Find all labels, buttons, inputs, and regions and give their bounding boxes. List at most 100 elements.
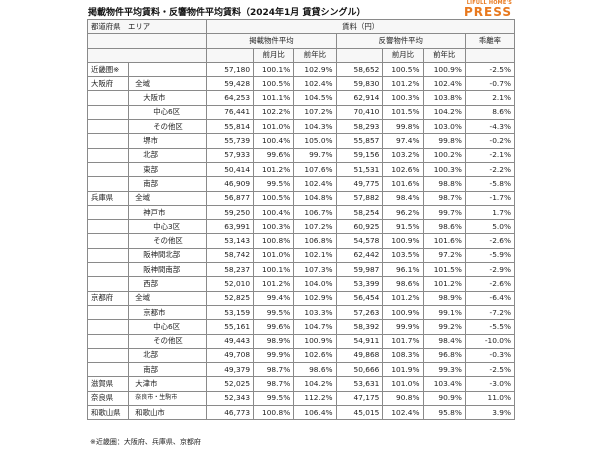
- cell-prefecture: [86, 90, 130, 106]
- header-inquiry-avg: 反響物件平均: [335, 33, 466, 49]
- cell-prefecture: [86, 319, 130, 335]
- cell-listed-rent: 55,814: [206, 119, 255, 135]
- cell-inquiry-mom: 100.3%: [382, 90, 424, 106]
- cell-listed-mom: 101.0%: [253, 247, 295, 264]
- cell-deviation: -2.2%: [464, 161, 516, 178]
- table-row: その他区 53,143 100.8% 106.8% 54,578 100.9% 101.6%…: [86, 233, 516, 249]
- cell-prefecture: [86, 219, 130, 235]
- cell-listed-rent: 52,010: [206, 276, 255, 292]
- cell-inquiry-yoy: 99.2%: [422, 319, 466, 335]
- cell-deviation: -5.9%: [464, 247, 516, 264]
- cell-prefecture: [86, 304, 130, 321]
- cell-listed-rent: 56,877: [206, 190, 255, 206]
- cell-listed-yoy: 106.4%: [293, 405, 337, 421]
- cell-inquiry-mom: 98.4%: [382, 190, 424, 206]
- header-listed-mom: 前月比: [253, 47, 295, 63]
- cell-inquiry-rent: 54,578: [335, 233, 384, 249]
- cell-listed-mom: 99.4%: [253, 290, 295, 306]
- cell-deviation: -2.9%: [464, 262, 516, 278]
- table-row: 北部 49,708 99.9% 102.6% 49,868 108.3% 96.8% -0.3…: [86, 347, 516, 364]
- cell-prefecture: 奈良県: [86, 390, 130, 407]
- cell-area: 堺市: [128, 133, 208, 149]
- cell-listed-yoy: 102.9%: [293, 61, 337, 78]
- header-inquiry-mom: 前月比: [382, 47, 424, 63]
- cell-inquiry-mom: 102.6%: [382, 161, 424, 178]
- cell-listed-rent: 52,825: [206, 290, 255, 306]
- cell-prefecture: [86, 333, 130, 349]
- cell-inquiry-yoy: 100.2%: [422, 147, 466, 163]
- cell-inquiry-mom: 98.6%: [382, 276, 424, 292]
- cell-inquiry-yoy: 98.7%: [422, 190, 466, 206]
- cell-area: 大津市: [128, 376, 208, 392]
- logo-line1: LIFULL HOME'S: [466, 0, 512, 6]
- cell-inquiry-mom: 99.8%: [382, 119, 424, 135]
- cell-listed-rent: 46,909: [206, 176, 255, 192]
- cell-listed-rent: 55,739: [206, 133, 255, 149]
- footnote: ※近畿圏：大阪府、兵庫県、京都府: [90, 438, 201, 446]
- cell-inquiry-mom: 91.5%: [382, 219, 424, 235]
- cell-area: 北部: [128, 147, 208, 163]
- cell-area: 中心3区: [128, 219, 208, 235]
- rent-table: 都道府県 エリア 賃料（円） 掲載物件平均 反響物件平均 乖離率 前月比 前年比…: [86, 18, 516, 421]
- cell-listed-yoy: 98.6%: [293, 362, 337, 378]
- cell-area: [128, 61, 208, 78]
- header-listed-yoy: 前年比: [293, 47, 337, 63]
- cell-area: 全域: [128, 290, 208, 306]
- cell-listed-mom: 100.4%: [253, 204, 295, 221]
- cell-listed-mom: 99.5%: [253, 304, 295, 321]
- cell-listed-rent: 52,343: [206, 390, 255, 407]
- cell-deviation: -4.3%: [464, 119, 516, 135]
- cell-prefecture: [86, 147, 130, 163]
- table-row: 中心6区 76,441 102.2% 107.2% 70,410 101.5% 104.2%…: [86, 104, 516, 121]
- cell-inquiry-yoy: 103.4%: [422, 376, 466, 392]
- cell-inquiry-mom: 99.9%: [382, 319, 424, 335]
- cell-listed-mom: 101.1%: [253, 90, 295, 106]
- cell-listed-rent: 58,742: [206, 247, 255, 264]
- table-row: 中心3区 63,991 100.3% 107.2% 60,925 91.5% 98.6% 5.…: [86, 219, 516, 235]
- cell-listed-rent: 52,025: [206, 376, 255, 392]
- cell-prefecture: [86, 247, 130, 264]
- header-row-2: 掲載物件平均 反響物件平均 乖離率: [86, 33, 516, 49]
- cell-listed-rent: 57,180: [206, 61, 255, 78]
- cell-listed-mom: 100.8%: [253, 233, 295, 249]
- header-region: 都道府県 エリア: [86, 18, 208, 35]
- cell-inquiry-rent: 58,392: [335, 319, 384, 335]
- cell-deviation: -10.0%: [464, 333, 516, 349]
- cell-area: 奈良市・生駒市: [128, 390, 208, 407]
- cell-listed-mom: 99.5%: [253, 176, 295, 192]
- cell-prefecture: [86, 276, 130, 292]
- cell-area: 神戸市: [128, 204, 208, 221]
- cell-area: 京都市: [128, 304, 208, 321]
- cell-inquiry-rent: 60,925: [335, 219, 384, 235]
- cell-deviation: 1.7%: [464, 204, 516, 221]
- cell-area: 東部: [128, 161, 208, 178]
- cell-deviation: -0.7%: [464, 76, 516, 92]
- cell-area: 西部: [128, 276, 208, 292]
- cell-listed-rent: 58,237: [206, 262, 255, 278]
- cell-listed-yoy: 105.0%: [293, 133, 337, 149]
- cell-listed-rent: 49,708: [206, 347, 255, 364]
- cell-inquiry-rent: 45,015: [335, 405, 384, 421]
- cell-inquiry-yoy: 103.8%: [422, 90, 466, 106]
- table-row: 阪神間南部 58,237 100.1% 107.3% 59,987 96.1% 101.5%…: [86, 262, 516, 278]
- cell-listed-mom: 100.3%: [253, 219, 295, 235]
- table-row: その他区 49,443 98.9% 100.9% 54,911 101.7% 98.4% -1…: [86, 333, 516, 349]
- cell-inquiry-mom: 108.3%: [382, 347, 424, 364]
- header-row-1: 都道府県 エリア 賃料（円）: [86, 18, 515, 35]
- table-row: 大阪府 全域 59,428 100.5% 102.4% 59,830 101.2% 102.4…: [86, 76, 516, 92]
- cell-listed-mom: 102.2%: [253, 104, 295, 121]
- table-row: 大阪市 64,253 101.1% 104.5% 62,914 100.3% 103.8% 2…: [86, 90, 516, 106]
- lifull-homes-press-logo: LIFULL HOME'S PRESS: [457, 0, 512, 18]
- cell-listed-rent: 49,443: [206, 333, 255, 349]
- table-row: 南部 46,909 99.5% 102.4% 49,775 101.6% 98.8% -5.8…: [86, 176, 516, 192]
- cell-deviation: 8.6%: [464, 104, 516, 121]
- cell-inquiry-yoy: 99.1%: [422, 304, 466, 321]
- cell-prefecture: [86, 161, 130, 178]
- table-row: 堺市 55,739 100.4% 105.0% 55,857 97.4% 99.8% -0.2…: [86, 133, 516, 149]
- cell-listed-rent: 49,379: [206, 362, 255, 378]
- cell-inquiry-mom: 96.1%: [382, 262, 424, 278]
- cell-listed-rent: 76,441: [206, 104, 255, 121]
- cell-inquiry-yoy: 103.0%: [422, 119, 466, 135]
- cell-deviation: 3.9%: [464, 405, 516, 421]
- cell-inquiry-yoy: 101.2%: [422, 276, 466, 292]
